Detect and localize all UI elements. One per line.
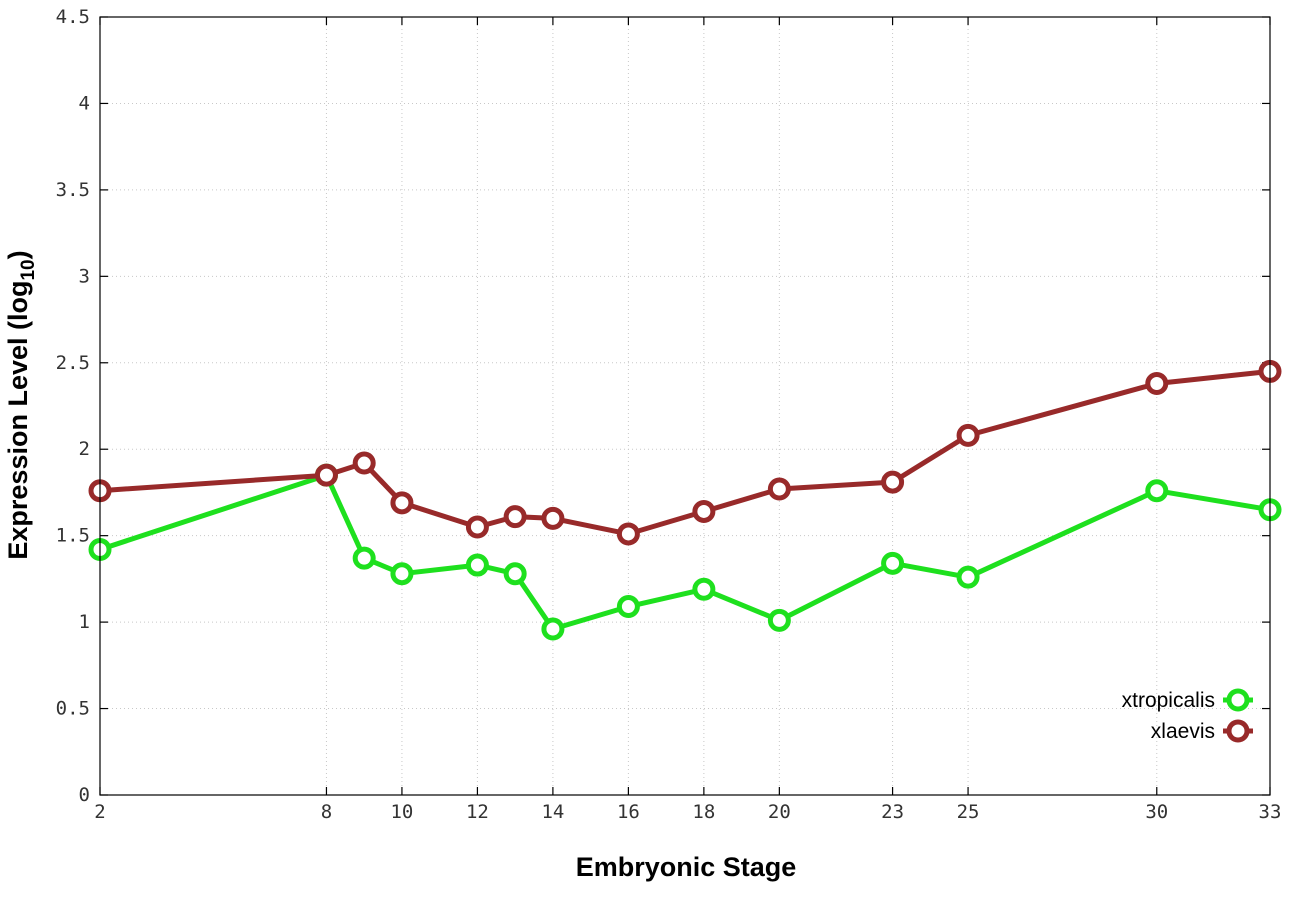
y-tick-label: 3.5 [56, 179, 90, 201]
x-tick-label: 18 [692, 801, 715, 823]
y-tick-label: 0 [79, 784, 90, 806]
series-layer [88, 359, 1282, 641]
data-point-xtropicalis [881, 551, 905, 575]
x-axis-title: Embryonic Stage [576, 852, 797, 882]
series-line-xtropicalis [99, 472, 1271, 632]
y-tick-label: 2 [79, 438, 90, 460]
data-point-xtropicalis [465, 553, 489, 577]
data-point-xlaevis [692, 499, 716, 523]
y-axis-ticks: 0 0.5 1 1.5 2 2.5 3 3.5 4 4.5 [56, 6, 1270, 806]
data-point-xtropicalis [1145, 479, 1169, 503]
legend-label-xtropicalis: xtropicalis [1122, 689, 1215, 712]
plot-frame [99, 16, 1271, 796]
data-point-xlaevis [1145, 372, 1169, 396]
data-point-xlaevis [352, 451, 376, 475]
legend-swatch-marker-xtropicalis [1226, 688, 1250, 712]
y-tick-label: 1.5 [56, 525, 90, 547]
data-point-xlaevis [503, 505, 527, 529]
y-axis-title: Expression Level (log10) [3, 250, 39, 559]
data-point-xtropicalis [692, 577, 716, 601]
data-point-xtropicalis [390, 562, 414, 586]
data-point-xlaevis [881, 470, 905, 494]
data-point-xlaevis [465, 515, 489, 539]
data-point-xtropicalis [352, 546, 376, 570]
series-line-xlaevis [99, 368, 1271, 537]
y-tick-label: 4.5 [56, 6, 90, 28]
data-point-xlaevis [390, 491, 414, 515]
x-tick-label: 25 [957, 801, 980, 823]
legend-swatch-marker-xlaevis [1226, 719, 1250, 743]
x-tick-label: 2 [94, 801, 105, 823]
legend-label-xlaevis: xlaevis [1151, 720, 1215, 743]
x-tick-label: 20 [768, 801, 791, 823]
x-axis-ticks: 2 8 10 12 14 16 18 20 23 25 30 33 [94, 17, 1281, 823]
y-tick-label: 0.5 [56, 698, 90, 720]
data-point-xtropicalis [956, 565, 980, 589]
data-point-xlaevis [541, 506, 565, 530]
data-point-xtropicalis [616, 595, 640, 619]
x-tick-label: 16 [617, 801, 640, 823]
x-tick-label: 10 [390, 801, 413, 823]
grid-lines [100, 17, 1270, 795]
y-axis-title-subscript: 10 [18, 259, 39, 280]
y-tick-label: 2.5 [56, 352, 90, 374]
y-tick-label: 3 [79, 265, 90, 287]
y-tick-label: 1 [79, 611, 90, 633]
y-tick-label: 4 [79, 92, 90, 114]
data-point-xlaevis [314, 463, 338, 487]
x-tick-label: 23 [881, 801, 904, 823]
data-point-xtropicalis [503, 562, 527, 586]
data-point-xlaevis [956, 423, 980, 447]
data-point-xtropicalis [541, 617, 565, 641]
x-tick-label: 30 [1145, 801, 1168, 823]
x-tick-label: 14 [541, 801, 564, 823]
legend: xtropicalis xlaevis [1122, 688, 1253, 743]
data-point-xlaevis [616, 522, 640, 546]
x-tick-label: 12 [466, 801, 489, 823]
data-point-xtropicalis [767, 608, 791, 632]
x-tick-label: 8 [321, 801, 332, 823]
data-point-xlaevis [767, 477, 791, 501]
x-tick-label: 33 [1259, 801, 1282, 823]
